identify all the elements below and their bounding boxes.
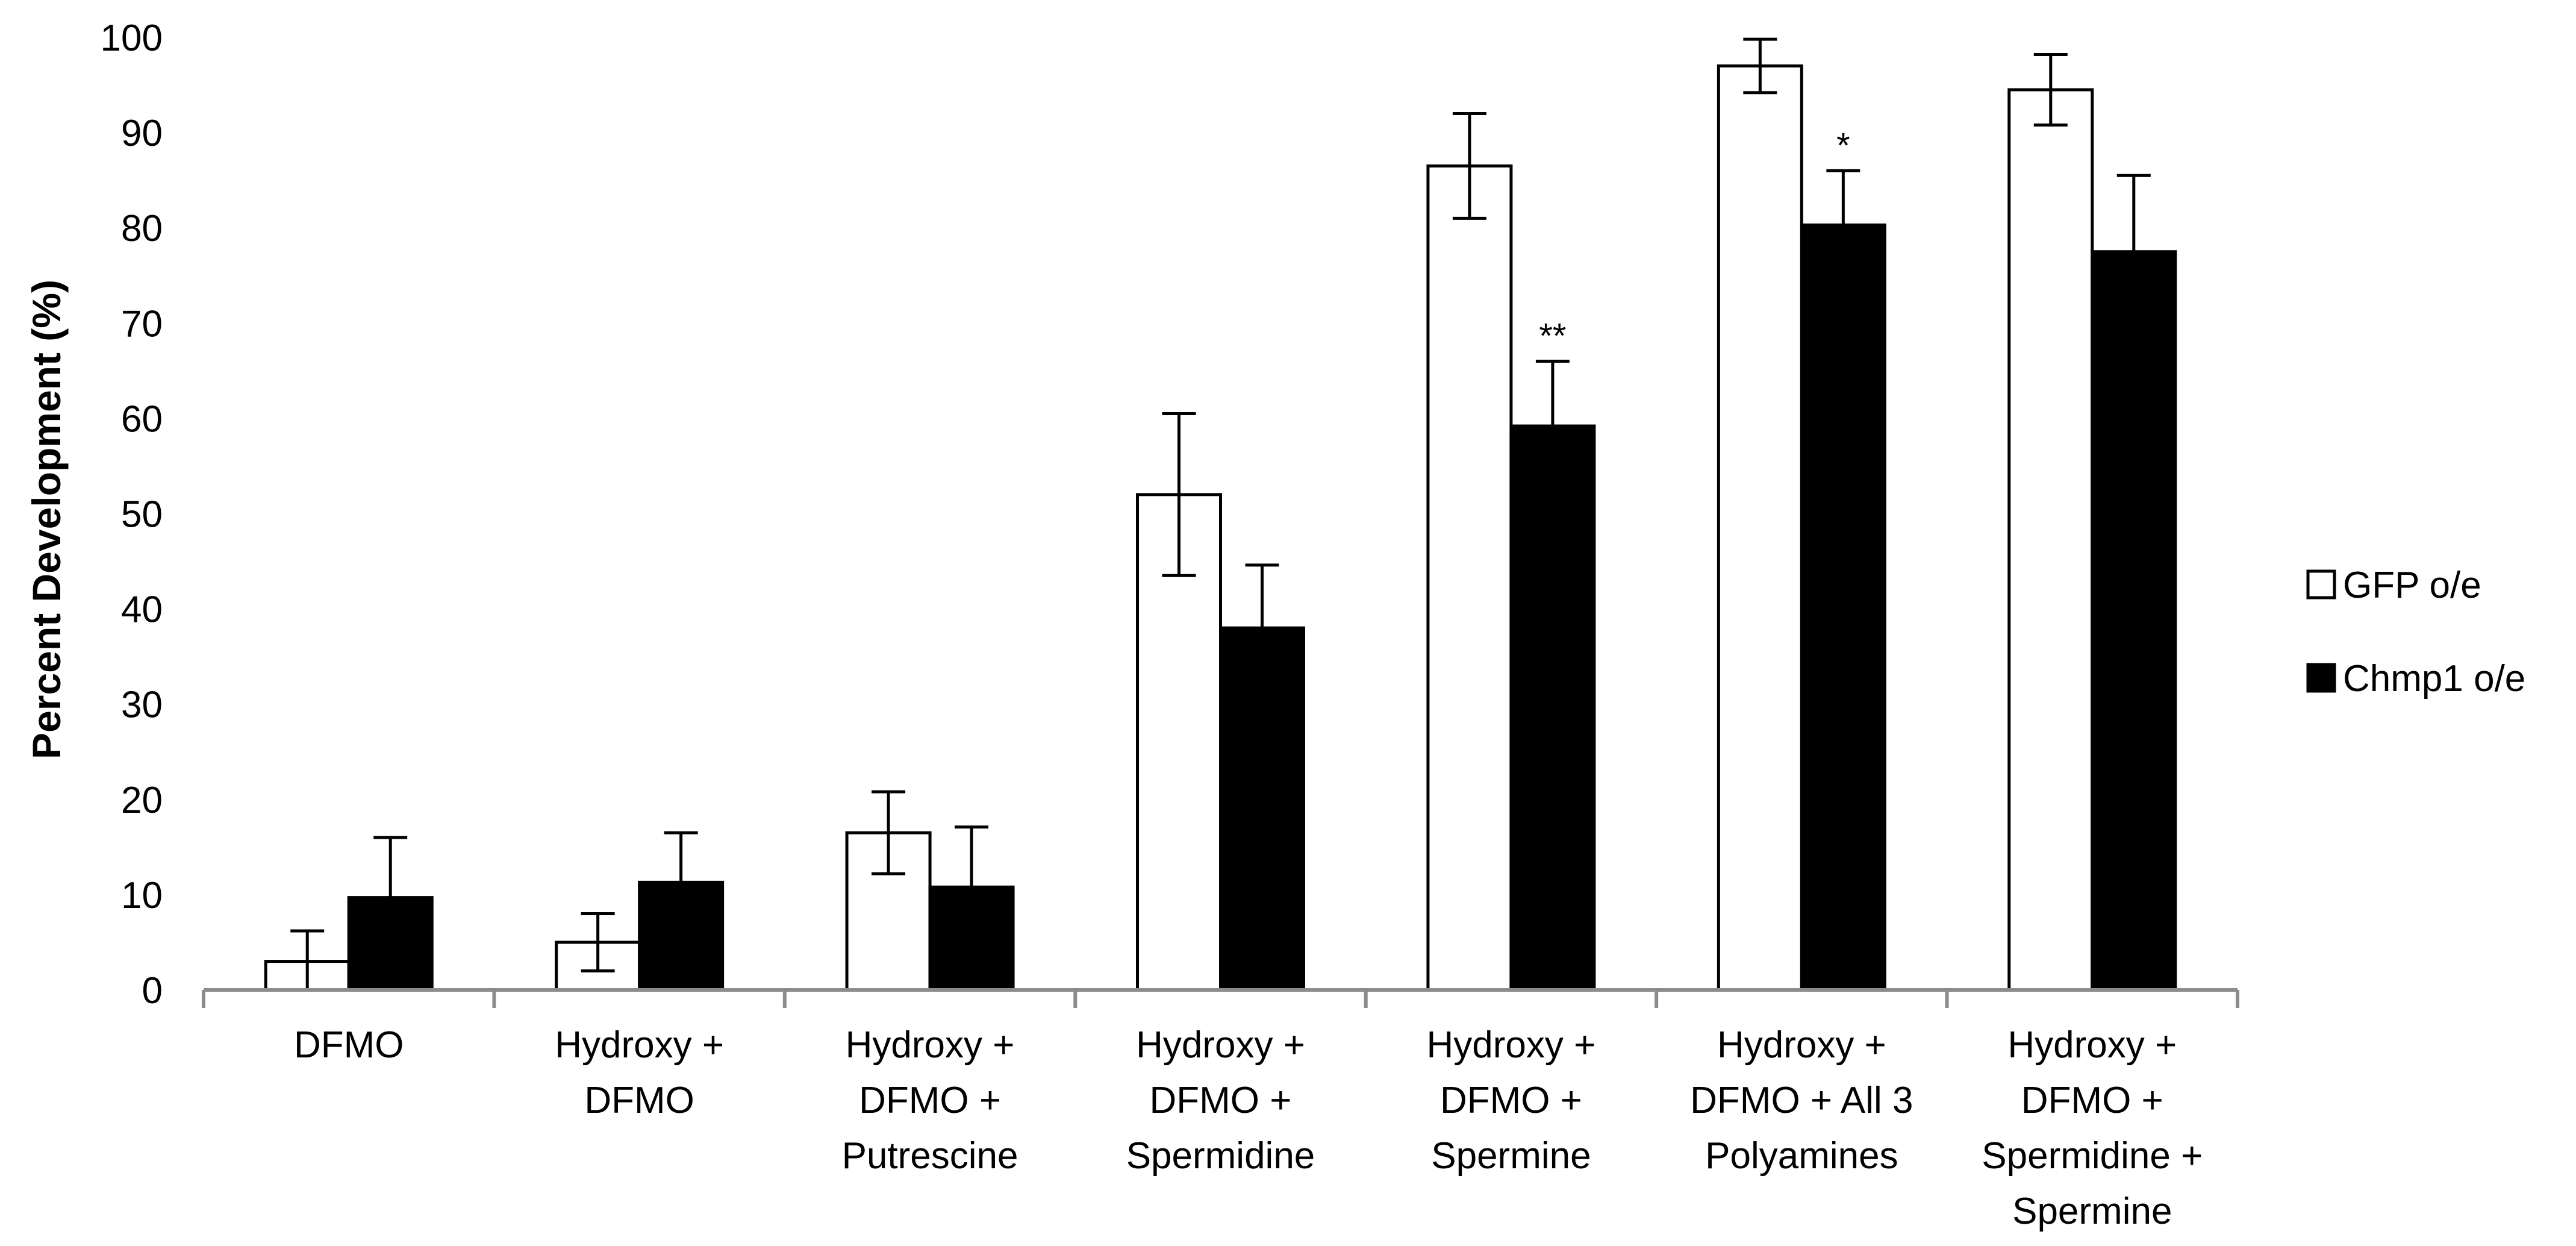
bar <box>1717 64 1803 992</box>
y-tick-label: 30 <box>121 684 163 726</box>
bar <box>1426 164 1513 992</box>
category-label: Hydroxy + DFMO + Spermidine + Spermine <box>1982 1024 2203 1232</box>
category-label: Hydroxy + DFMO <box>555 1024 724 1121</box>
y-tick-label: 100 <box>101 17 163 59</box>
category-label: Hydroxy + DFMO + All 3 Polyamines <box>1690 1024 1913 1177</box>
significance-markers: *** <box>1539 126 1850 355</box>
bar <box>2007 88 2094 992</box>
error-bars <box>290 37 2151 992</box>
bar <box>1800 223 1886 992</box>
category-label-line: Spermine <box>1431 1135 1591 1177</box>
category-label-line: Hydroxy + <box>1427 1024 1596 1066</box>
category-label: Hydroxy + DFMO + Spermidine <box>1126 1024 1315 1177</box>
category-label-line: Hydroxy + <box>555 1024 724 1066</box>
y-tick-label: 0 <box>142 970 163 1012</box>
category-label-line: Spermine <box>2012 1191 2172 1232</box>
category-label-line: DFMO + <box>1440 1080 1582 1121</box>
x-axis <box>202 988 2239 1008</box>
significance-label: * <box>1836 126 1850 165</box>
y-tick-label: 70 <box>121 303 163 345</box>
category-label-line: Hydroxy + <box>2007 1024 2177 1066</box>
bar <box>1509 424 1596 992</box>
category-label-line: Polyamines <box>1705 1135 1898 1177</box>
category-label-line: DFMO <box>584 1080 694 1121</box>
y-tick-label: 40 <box>121 589 163 631</box>
significance-label: ** <box>1539 317 1566 356</box>
category-label-line: Putrescine <box>842 1135 1018 1177</box>
bar <box>2091 250 2177 992</box>
category-labels: DFMO Hydroxy + DFMO Hydroxy + DFMO + Putresci… <box>294 1024 2203 1232</box>
y-axis: 0 10 20 30 40 50 60 70 80 90 100 <box>101 17 163 1012</box>
category-label-line: DFMO + All 3 <box>1690 1080 1913 1121</box>
category-label-line: DFMO + <box>2021 1080 2163 1121</box>
category-label-line: DFMO + <box>859 1080 1001 1121</box>
y-tick-label: 60 <box>121 398 163 440</box>
y-axis-title: Percent Development (%) <box>24 280 69 759</box>
category-label-line: DFMO + <box>1150 1080 1292 1121</box>
category-label-line: DFMO <box>294 1024 404 1066</box>
y-tick-label: 90 <box>121 113 163 154</box>
category-label-line: Hydroxy + <box>1717 1024 1886 1066</box>
bars <box>264 64 2177 992</box>
category-label-line: Hydroxy + <box>846 1024 1015 1066</box>
y-tick-label: 80 <box>121 208 163 249</box>
category-label-line: Hydroxy + <box>1136 1024 1305 1066</box>
legend-swatch <box>2306 663 2336 693</box>
legend-swatch <box>2306 569 2336 600</box>
y-tick-label: 10 <box>121 875 163 916</box>
legend-label: Chmp1 o/e <box>2343 658 2525 700</box>
category-label-line: Spermidine + <box>1982 1135 2203 1177</box>
legend-label: GFP o/e <box>2343 565 2481 606</box>
y-tick-label: 50 <box>121 494 163 536</box>
legend: GFP o/e Chmp1 o/e <box>2306 565 2525 700</box>
category-label: Hydroxy + DFMO + Spermine <box>1427 1024 1596 1177</box>
category-label: DFMO <box>294 1024 404 1066</box>
y-tick-label: 20 <box>121 780 163 821</box>
category-label: Hydroxy + DFMO + Putrescine <box>842 1024 1018 1177</box>
category-label-line: Spermidine <box>1126 1135 1315 1177</box>
